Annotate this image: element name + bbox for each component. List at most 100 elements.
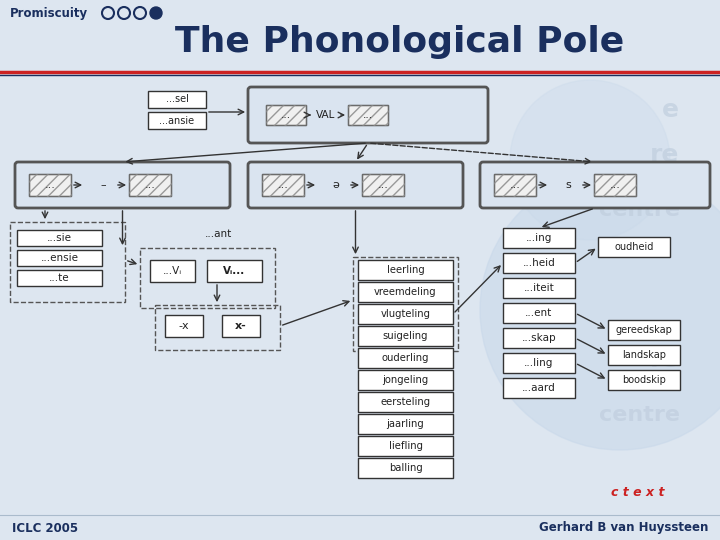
Text: ...: ... (510, 180, 521, 190)
Bar (222, 315, 260, 337)
Text: ...sel: ...sel (166, 94, 189, 105)
Bar (266, 105, 306, 125)
Bar (358, 458, 453, 478)
Bar (503, 253, 575, 273)
Bar (17, 230, 102, 246)
Text: ...: ... (281, 110, 291, 120)
Text: balling: balling (389, 463, 423, 473)
Text: Vᵢ...: Vᵢ... (223, 266, 246, 276)
Text: suigeling: suigeling (383, 331, 428, 341)
Text: c t e x t: c t e x t (611, 485, 665, 498)
Text: jaarling: jaarling (387, 419, 424, 429)
Text: ICLC 2005: ICLC 2005 (12, 522, 78, 535)
Text: boodskip: boodskip (622, 375, 666, 385)
Text: ouderling: ouderling (382, 353, 429, 363)
Text: jongeling: jongeling (382, 375, 428, 385)
Text: ...: ... (363, 110, 373, 120)
Text: ...ensie: ...ensie (40, 253, 78, 263)
Bar (140, 248, 275, 308)
Text: ə: ə (333, 180, 339, 190)
Text: e: e (662, 98, 678, 122)
Bar (358, 348, 453, 368)
Bar (608, 345, 680, 365)
Text: ...ling: ...ling (524, 358, 554, 368)
Text: ...ant: ...ant (205, 229, 233, 239)
Bar (608, 320, 680, 340)
Text: s: s (565, 180, 571, 190)
Bar (165, 315, 203, 337)
Bar (503, 303, 575, 323)
Bar (353, 257, 458, 351)
Text: x-: x- (235, 321, 247, 331)
Bar (148, 91, 206, 108)
Bar (358, 370, 453, 390)
Text: ...Vᵢ: ...Vᵢ (163, 266, 182, 276)
Bar (29, 174, 71, 196)
Text: vreemdeling: vreemdeling (374, 287, 437, 297)
Bar (503, 328, 575, 348)
FancyBboxPatch shape (15, 162, 230, 208)
Bar (348, 105, 388, 125)
Bar (503, 378, 575, 398)
Text: -x: -x (179, 321, 189, 331)
Text: ...te: ...te (49, 273, 70, 283)
Text: –: – (100, 180, 106, 190)
Bar (262, 174, 304, 196)
Circle shape (150, 7, 162, 19)
Bar (150, 260, 195, 282)
Bar (10, 222, 125, 302)
Text: liefling: liefling (389, 441, 423, 451)
Text: leerling: leerling (387, 265, 424, 275)
Bar (608, 370, 680, 390)
Bar (266, 105, 306, 125)
Text: VAL: VAL (316, 110, 336, 120)
Text: centre: centre (600, 405, 680, 425)
Text: ...: ... (377, 180, 388, 190)
Text: ...heid: ...heid (523, 258, 555, 268)
Bar (129, 174, 171, 196)
Bar (129, 174, 171, 196)
Text: ...sie: ...sie (47, 233, 72, 243)
Text: vlugteling: vlugteling (380, 309, 431, 319)
Bar (358, 326, 453, 346)
Bar (148, 112, 206, 129)
Bar (358, 392, 453, 412)
Bar (348, 105, 388, 125)
Bar (594, 174, 636, 196)
Text: ...skap: ...skap (522, 333, 557, 343)
Bar (358, 414, 453, 434)
Bar (358, 260, 453, 280)
FancyBboxPatch shape (248, 162, 463, 208)
Bar (155, 305, 280, 350)
Text: Gerhard B van Huyssteen: Gerhard B van Huyssteen (539, 522, 708, 535)
Bar (358, 282, 453, 302)
Text: centre: centre (600, 200, 680, 220)
Text: ...aard: ...aard (522, 383, 556, 393)
FancyBboxPatch shape (248, 87, 488, 143)
Text: re: re (650, 143, 680, 167)
Bar (494, 174, 536, 196)
Text: Promiscuity: Promiscuity (10, 6, 88, 19)
Bar (503, 278, 575, 298)
Text: gereedskap: gereedskap (616, 325, 672, 335)
Text: ...ansie: ...ansie (159, 116, 194, 125)
Text: ...: ... (145, 180, 156, 190)
Text: ...ent: ...ent (526, 308, 553, 318)
Text: The Phonological Pole: The Phonological Pole (176, 25, 625, 59)
Text: eersteling: eersteling (380, 397, 431, 407)
Bar (503, 353, 575, 373)
Text: ...ing: ...ing (526, 233, 552, 243)
Text: re: re (650, 348, 680, 372)
Circle shape (510, 80, 670, 240)
Bar (207, 260, 262, 282)
Bar (494, 174, 536, 196)
Text: oudheid: oudheid (614, 242, 654, 252)
Circle shape (480, 170, 720, 450)
Bar (262, 174, 304, 196)
Text: ...: ... (610, 180, 621, 190)
Bar (503, 228, 575, 248)
FancyBboxPatch shape (480, 162, 710, 208)
Text: ...iteit: ...iteit (523, 283, 554, 293)
Bar (29, 174, 71, 196)
Bar (594, 174, 636, 196)
